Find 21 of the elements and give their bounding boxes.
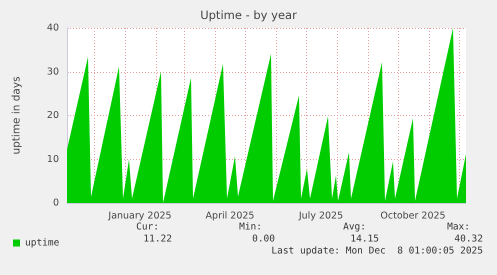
text: Avg: xyxy=(343,222,366,232)
text: Last update: Mon Dec 8 01:00:05 2025 xyxy=(271,246,483,256)
text: 14.15 xyxy=(350,234,379,244)
text: Min: xyxy=(239,222,262,232)
text: 0.00 xyxy=(252,234,276,244)
text: 40.32 xyxy=(454,234,483,244)
y-tick-label: 40 xyxy=(46,22,59,34)
y-tick-label: 20 xyxy=(46,110,59,121)
x-tick-label: January 2025 xyxy=(107,210,172,222)
y-tick-label: 0 xyxy=(52,198,59,208)
x-tick-label: April 2025 xyxy=(206,210,254,222)
text: 11.22 xyxy=(143,234,172,244)
y-tick-label: 30 xyxy=(46,66,59,78)
legend-label: uptime xyxy=(25,238,60,248)
chart-title: Uptime - by year xyxy=(200,8,298,22)
text: Cur: xyxy=(136,222,159,232)
y-tick-label: 10 xyxy=(46,154,59,165)
x-tick-label: October 2025 xyxy=(380,210,446,222)
text: Max: xyxy=(447,222,470,232)
x-tick-label: July 2025 xyxy=(298,210,344,222)
y-axis-title: uptime in days xyxy=(10,76,22,155)
